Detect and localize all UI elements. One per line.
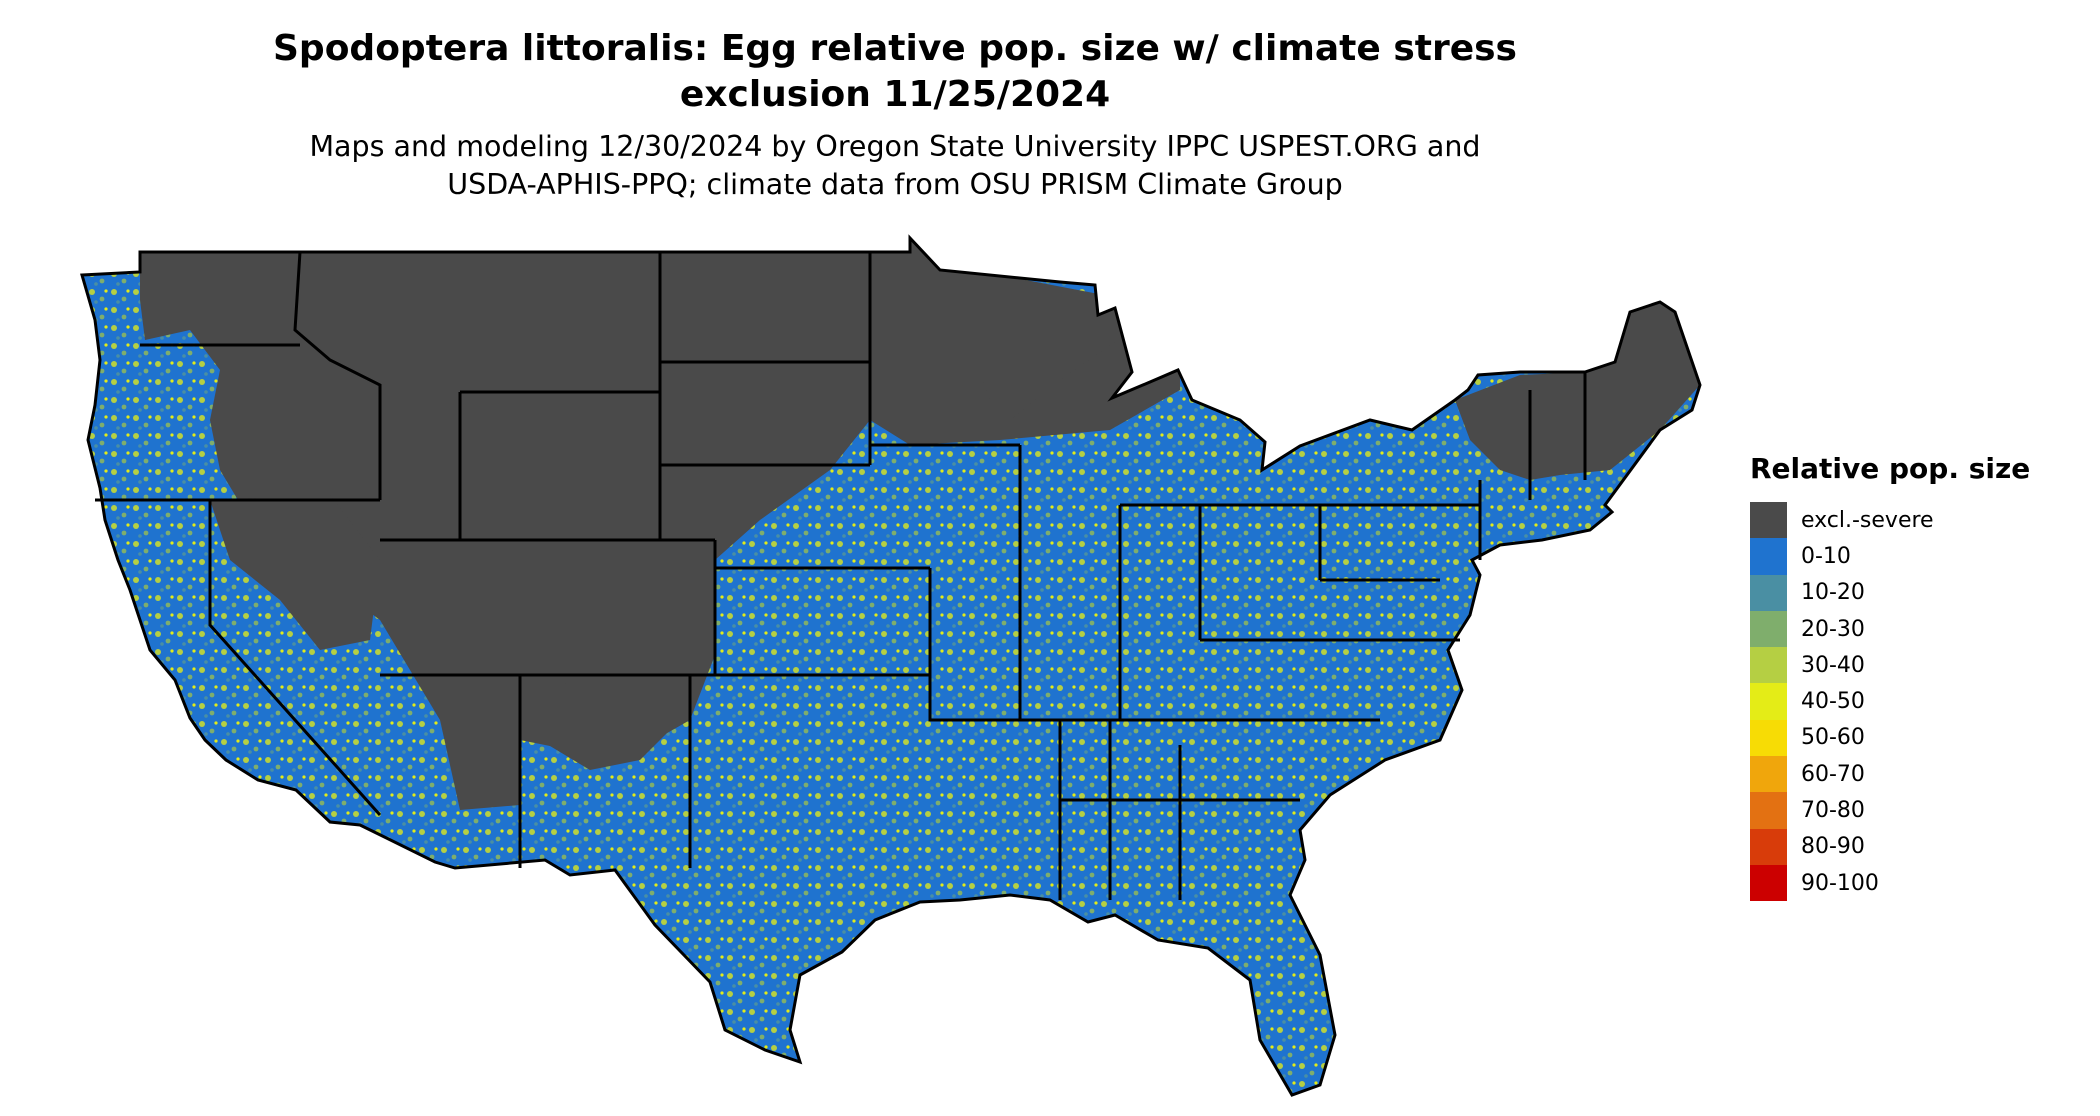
legend-label: 60-70 xyxy=(1801,761,1865,787)
legend-item: 70-80 xyxy=(1750,792,2030,829)
legend-swatch xyxy=(1750,610,1787,648)
state-borders xyxy=(80,236,1702,1097)
legend-swatch xyxy=(1750,719,1787,757)
legend-item: 90-100 xyxy=(1750,864,2030,902)
subtitle-line-2: USDA-APHIS-PPQ; climate data from OSU PR… xyxy=(447,168,1343,201)
subtitle-line-1: Maps and modeling 12/30/2024 by Oregon S… xyxy=(309,130,1481,163)
map-title: Spodoptera littoralis: Egg relative pop.… xyxy=(0,26,1790,118)
legend-swatch xyxy=(1750,502,1787,539)
legend-swatch xyxy=(1750,538,1787,575)
legend-swatch xyxy=(1750,683,1787,720)
legend-item: 80-90 xyxy=(1750,828,2030,865)
excluded-northeast-region xyxy=(1455,302,1700,480)
legend-swatch xyxy=(1750,756,1787,793)
title-line-2: exclusion 11/25/2024 xyxy=(679,74,1111,115)
title-line-1: Spodoptera littoralis: Egg relative pop.… xyxy=(273,28,1517,69)
legend-label: excl.-severe xyxy=(1801,507,1934,533)
map-raster xyxy=(82,238,1700,1095)
legend-item: 0-10 xyxy=(1750,538,2030,575)
legend: Relative pop. size excl.-severe 0-10 10-20… xyxy=(1750,452,2031,902)
legend-label: 50-60 xyxy=(1801,725,1865,751)
legend-swatch xyxy=(1750,647,1787,684)
legend-swatch xyxy=(1750,828,1787,865)
legend-swatch xyxy=(1750,792,1787,829)
legend-item: 50-60 xyxy=(1750,719,2030,757)
legend-label: 20-30 xyxy=(1801,616,1865,642)
legend-label: 40-50 xyxy=(1801,689,1865,715)
legend-item: excl.-severe xyxy=(1750,502,2030,539)
legend-label: 0-10 xyxy=(1801,543,1851,569)
legend-item: 40-50 xyxy=(1750,683,2030,720)
excluded-great-lakes-region xyxy=(975,290,1125,420)
legend-title: Relative pop. size xyxy=(1750,452,2031,485)
legend-items: excl.-severe 0-10 10-20 20-30 30-40 40-50 50-6… xyxy=(1750,502,2030,902)
map-subtitle: Maps and modeling 12/30/2024 by Oregon S… xyxy=(0,128,1790,204)
legend-swatch xyxy=(1750,574,1787,611)
legend-label: 10-20 xyxy=(1801,580,1865,606)
legend-label: 70-80 xyxy=(1801,798,1865,824)
legend-item: 10-20 xyxy=(1750,574,2030,611)
excluded-new-mexico-patch xyxy=(520,680,680,770)
excluded-west-pocket xyxy=(210,495,380,650)
legend-swatch xyxy=(1750,864,1787,902)
legend-label: 80-90 xyxy=(1801,834,1865,860)
legend-label: 30-40 xyxy=(1801,652,1865,678)
legend-item: 60-70 xyxy=(1750,756,2030,793)
legend-item: 20-30 xyxy=(1750,610,2030,648)
legend-item: 30-40 xyxy=(1750,647,2030,684)
legend-label: 90-100 xyxy=(1801,870,1879,896)
